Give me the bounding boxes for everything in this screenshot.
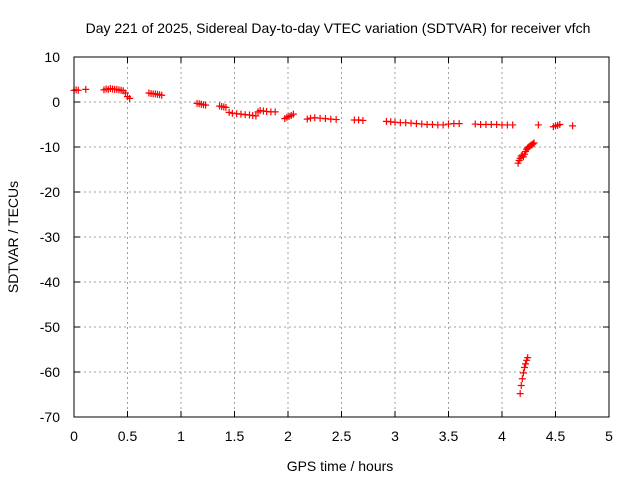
data-point bbox=[569, 122, 577, 130]
data-point bbox=[332, 116, 340, 124]
data-point bbox=[222, 103, 230, 111]
plot-frame bbox=[73, 56, 610, 418]
data-point bbox=[289, 110, 297, 118]
data-point bbox=[303, 115, 311, 123]
data-point bbox=[509, 121, 517, 129]
data-point bbox=[518, 375, 526, 383]
x-tick-label: 4 bbox=[498, 428, 506, 444]
data-point bbox=[524, 354, 532, 362]
data-point bbox=[252, 112, 260, 120]
y-tick-label: 10 bbox=[44, 49, 60, 65]
y-tick-labels: 10 0 -10 -20 -30 -40 -50 -60 -70 bbox=[40, 49, 60, 425]
data-point bbox=[517, 382, 525, 389]
data-point bbox=[530, 139, 538, 147]
x-tick-label: 2 bbox=[284, 428, 292, 444]
y-tick-label: 0 bbox=[52, 94, 60, 110]
x-tick-label: 0 bbox=[70, 428, 78, 444]
data-point bbox=[126, 94, 134, 102]
y-tick-label: -40 bbox=[40, 274, 60, 290]
x-tick-label: 1 bbox=[177, 428, 185, 444]
data-points bbox=[70, 85, 577, 398]
y-tick-label: -30 bbox=[40, 229, 60, 245]
data-point bbox=[529, 140, 537, 148]
y-tick-label: -60 bbox=[40, 364, 60, 380]
data-point bbox=[74, 86, 82, 94]
data-point bbox=[439, 121, 447, 129]
data-point bbox=[516, 390, 524, 398]
x-tick-label: 4.5 bbox=[546, 428, 566, 444]
data-point bbox=[534, 121, 542, 129]
data-point bbox=[520, 364, 528, 371]
x-tick-label: 5 bbox=[605, 428, 613, 444]
y-tick-label: -50 bbox=[40, 319, 60, 335]
y-tick-label: -20 bbox=[40, 184, 60, 200]
x-tick-label: 1.5 bbox=[225, 428, 245, 444]
grid-lines bbox=[74, 57, 609, 417]
x-tick-label: 0.5 bbox=[118, 428, 138, 444]
data-point bbox=[121, 89, 129, 97]
data-point bbox=[522, 360, 530, 368]
y-axis-label: SDTVAR / TECUs bbox=[5, 181, 21, 293]
data-point bbox=[359, 116, 367, 124]
x-axis-label: GPS time / hours bbox=[287, 458, 394, 474]
data-point bbox=[556, 121, 564, 128]
data-point bbox=[519, 369, 527, 377]
data-point bbox=[455, 120, 463, 128]
data-point bbox=[271, 108, 279, 116]
y-tick-label: -10 bbox=[40, 139, 60, 155]
data-point bbox=[202, 101, 210, 109]
y-tick-label: -70 bbox=[40, 409, 60, 425]
x-tick-label: 2.5 bbox=[332, 428, 352, 444]
x-tick-label: 3.5 bbox=[439, 428, 459, 444]
chart-title: Day 221 of 2025, Sidereal Day-to-day VTE… bbox=[86, 20, 591, 36]
data-point bbox=[158, 91, 166, 99]
x-tick-label: 3 bbox=[391, 428, 399, 444]
data-point bbox=[225, 108, 233, 116]
data-point bbox=[82, 85, 90, 93]
x-tick-labels: 0 0.5 1 1.5 2 2.5 3 3.5 4 4.5 5 bbox=[70, 428, 613, 444]
